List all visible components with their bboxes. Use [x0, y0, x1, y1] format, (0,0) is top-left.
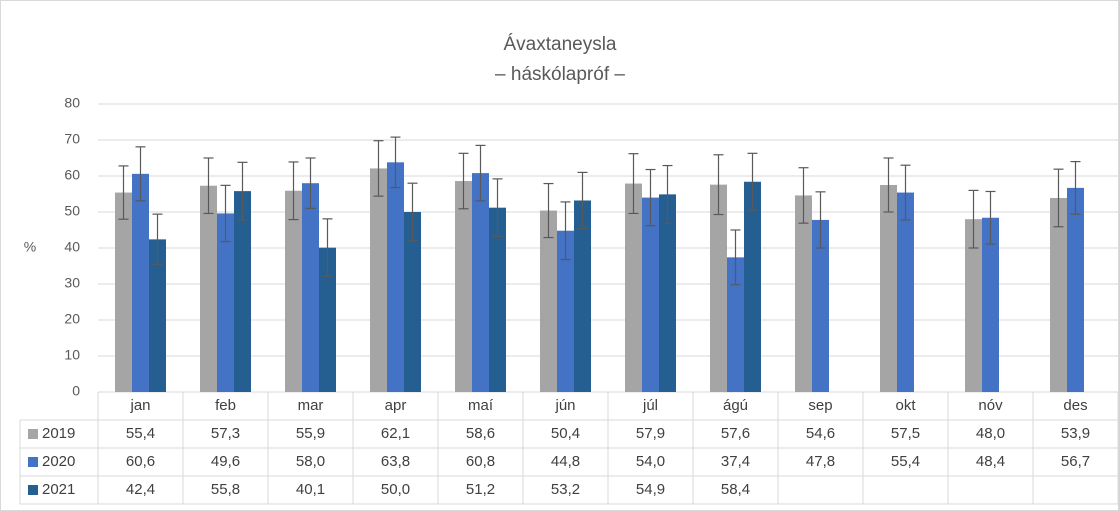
table-value: 55,4 [891, 453, 920, 470]
bar [557, 230, 574, 392]
bar [710, 184, 727, 392]
bar [625, 183, 642, 392]
bar [149, 239, 166, 392]
bar [574, 200, 591, 392]
y-tick-label: 20 [64, 311, 80, 327]
table-value: 60,8 [466, 453, 495, 470]
bar [234, 191, 251, 392]
table-value: 42,4 [126, 481, 155, 498]
y-tick-label: 50 [64, 203, 80, 219]
table-value: 57,6 [721, 425, 750, 442]
table-value: 60,6 [126, 453, 155, 470]
table-value: 54,9 [636, 481, 665, 498]
table-value: 57,5 [891, 425, 920, 442]
bar [370, 168, 387, 392]
bar [795, 195, 812, 392]
bar [489, 207, 506, 392]
y-tick-label: 0 [72, 383, 80, 399]
bar [540, 210, 557, 392]
bar [897, 192, 914, 392]
bar [455, 181, 472, 392]
table-value: 55,8 [211, 481, 240, 498]
table-value: 57,3 [211, 425, 240, 442]
y-tick-label: 10 [64, 347, 80, 363]
table-value: 58,6 [466, 425, 495, 442]
table-value: 62,1 [381, 425, 410, 442]
bar [319, 247, 336, 392]
table-value: 58,4 [721, 481, 750, 498]
legend-swatch [28, 429, 38, 439]
bar [132, 173, 149, 392]
table-value: 44,8 [551, 453, 580, 470]
x-tick-label: mar [298, 397, 324, 414]
legend-label: 2020 [42, 453, 75, 470]
bar [880, 185, 897, 392]
y-tick-label: 60 [64, 167, 80, 183]
bar [217, 213, 234, 392]
legend-swatch [28, 457, 38, 467]
y-tick-label: 70 [64, 131, 80, 147]
legend-label: 2019 [42, 425, 75, 442]
table-value: 63,8 [381, 453, 410, 470]
x-tick-label: sep [808, 397, 832, 414]
x-tick-label: júl [642, 397, 658, 414]
y-axis-label: % [24, 239, 36, 255]
x-tick-label: apr [385, 397, 407, 414]
table-value: 48,4 [976, 453, 1005, 470]
bar [812, 219, 829, 392]
bar [744, 181, 761, 392]
x-tick-label: okt [895, 397, 916, 414]
bar [642, 197, 659, 392]
bar [302, 183, 319, 392]
table-value: 37,4 [721, 453, 750, 470]
bar [1050, 197, 1067, 392]
legend-label: 2021 [42, 481, 75, 498]
table-value: 55,4 [126, 425, 155, 442]
bar [965, 219, 982, 392]
table-value: 55,9 [296, 425, 325, 442]
x-tick-label: feb [215, 397, 236, 414]
table-value: 49,6 [211, 453, 240, 470]
table-value: 47,8 [806, 453, 835, 470]
x-tick-label: des [1063, 397, 1087, 414]
table-value: 57,9 [636, 425, 665, 442]
table-value: 50,0 [381, 481, 410, 498]
bar [200, 185, 217, 392]
table-value: 48,0 [976, 425, 1005, 442]
bar [404, 212, 421, 392]
x-tick-label: ágú [723, 397, 748, 414]
y-tick-label: 80 [64, 95, 80, 111]
bar [285, 190, 302, 392]
table-value: 56,7 [1061, 453, 1090, 470]
bar [982, 217, 999, 392]
chart-subtitle: – háskólapróf – [495, 64, 625, 85]
table-value: 58,0 [296, 453, 325, 470]
table-value: 54,0 [636, 453, 665, 470]
bar [387, 162, 404, 392]
table-value: 53,9 [1061, 425, 1090, 442]
y-tick-label: 40 [64, 239, 80, 255]
bar [115, 192, 132, 392]
table-value: 50,4 [551, 425, 580, 442]
x-tick-label: nóv [978, 397, 1003, 414]
table-value: 53,2 [551, 481, 580, 498]
x-tick-label: jún [554, 397, 575, 414]
bar [1067, 187, 1084, 392]
x-tick-label: jan [129, 397, 150, 414]
y-tick-label: 30 [64, 275, 80, 291]
table-value: 40,1 [296, 481, 325, 498]
legend-swatch [28, 485, 38, 495]
table-value: 54,6 [806, 425, 835, 442]
table-value: 51,2 [466, 481, 495, 498]
bar [727, 257, 744, 392]
chart-title: Ávaxtaneysla [503, 34, 616, 55]
bar [659, 194, 676, 392]
x-tick-label: maí [468, 397, 494, 414]
bar [472, 173, 489, 392]
